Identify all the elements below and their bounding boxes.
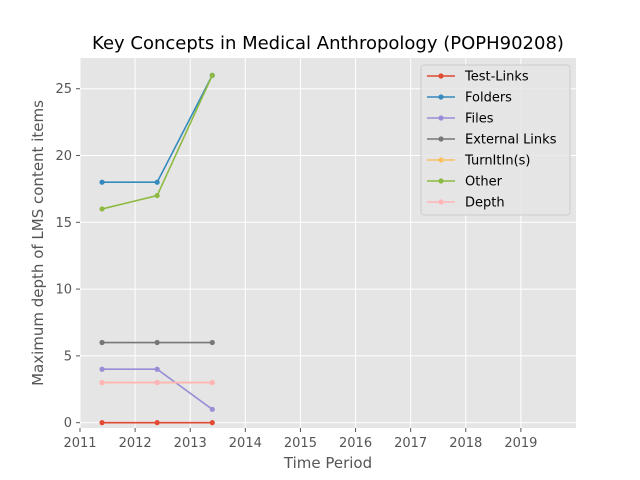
series-layer xyxy=(99,72,215,426)
x-tick-label: 2017 xyxy=(394,436,427,451)
legend-marker xyxy=(438,136,444,142)
data-point-test-links xyxy=(154,420,160,426)
x-tick-label: 2019 xyxy=(504,436,537,451)
legend-marker xyxy=(438,115,444,121)
legend-label: Folders xyxy=(465,91,512,106)
data-point-files xyxy=(209,406,215,412)
data-point-depth xyxy=(99,379,105,386)
data-point-depth xyxy=(154,379,160,386)
chart-title: Key Concepts in Medical Anthropology (PO… xyxy=(92,33,564,54)
data-point-files xyxy=(99,366,105,372)
y-tick-label: 15 xyxy=(55,216,72,231)
data-point-folders xyxy=(99,179,105,185)
legend-box xyxy=(420,64,571,216)
series-other xyxy=(99,72,215,212)
series-test-links xyxy=(99,420,215,426)
legend-marker xyxy=(438,73,444,79)
legend: Test-Links Folders Files External Links Turn… xyxy=(420,64,571,216)
y-axis-ticks: 0 5 10 15 20 25 xyxy=(55,82,80,431)
data-point-files xyxy=(154,366,160,372)
x-tick-label: 2018 xyxy=(449,436,482,451)
y-tick-label: 0 xyxy=(64,416,72,431)
series-depth xyxy=(99,379,215,386)
data-point-depth xyxy=(209,379,215,386)
series-files xyxy=(99,366,215,412)
legend-marker xyxy=(438,199,444,205)
x-axis-label: Time Period xyxy=(283,454,372,472)
data-point-test-links xyxy=(209,420,215,426)
data-point-test-links xyxy=(99,420,105,426)
data-point-external-links xyxy=(209,339,215,346)
legend-label: TurnItIn(s) xyxy=(464,154,530,169)
series-external-links xyxy=(99,339,215,346)
data-point-other xyxy=(154,192,160,199)
legend-marker xyxy=(438,178,444,184)
y-tick-label: 5 xyxy=(64,349,72,364)
data-point-external-links xyxy=(154,339,160,346)
legend-marker xyxy=(438,94,444,100)
legend-label: Files xyxy=(465,112,494,127)
legend-marker xyxy=(438,157,444,163)
y-tick-label: 25 xyxy=(55,82,72,97)
x-tick-label: 2015 xyxy=(284,436,317,451)
x-tick-label: 2016 xyxy=(339,436,372,451)
y-axis-label: Maximum depth of LMS content items xyxy=(29,100,47,386)
y-tick-label: 10 xyxy=(55,283,72,298)
y-tick-label: 20 xyxy=(55,149,72,164)
data-point-other xyxy=(99,206,105,212)
x-axis-ticks: 2011 2012 2013 2014 2015 2016 2017 2018 2019 xyxy=(63,428,537,451)
data-point-folders xyxy=(154,179,160,185)
legend-label: External Links xyxy=(465,133,557,148)
x-tick-label: 2014 xyxy=(229,436,262,451)
legend-label: Test-Links xyxy=(464,70,529,85)
x-tick-label: 2012 xyxy=(119,436,152,451)
data-point-external-links xyxy=(99,339,105,346)
data-point-other xyxy=(209,72,215,78)
legend-label: Other xyxy=(465,175,503,190)
x-tick-label: 2013 xyxy=(174,436,207,451)
x-tick-label: 2011 xyxy=(63,436,96,451)
legend-label: Depth xyxy=(465,196,505,211)
